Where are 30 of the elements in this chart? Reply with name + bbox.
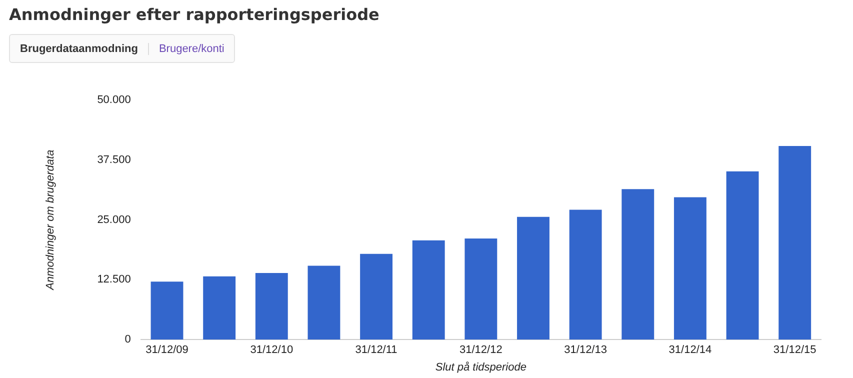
y-axis-title: Anmodninger om brugerdata [44,150,57,291]
y-tick-label: 37.500 [97,154,131,166]
x-tick-label: 31/12/12 [460,344,502,356]
bar [674,197,706,340]
bar [150,282,184,340]
bar [517,216,550,340]
bar [255,272,288,340]
bar [308,266,340,340]
x-tick-label: 31/12/14 [668,344,712,356]
x-tick-label: 31/12/10 [250,344,294,356]
chart-title: Anmodninger efter rapporteringsperiode [9,5,380,24]
x-axis-title: Slut på tidsperiode [435,361,526,374]
text: Brugerdataanmodning [19,42,139,54]
y-tick-label: 25.000 [97,214,131,226]
x-tick-label: 31/12/09 [146,344,188,356]
x-tick-label: 31/12/13 [564,344,607,356]
y-tick-label: 0 [124,334,131,346]
bar [412,240,445,340]
bar [464,238,498,340]
bar [360,254,392,340]
x-tick-label: 31/12/15 [773,344,816,356]
y-tick-label: 50.000 [97,94,131,106]
x-tick-label: 31/12/11 [355,344,398,356]
text: Brugere/konti [148,42,234,54]
bar [569,210,602,340]
bar [778,146,812,340]
y-tick-label: 12.500 [97,274,131,286]
bar [726,171,759,340]
bar [622,189,654,340]
bar [203,276,236,340]
